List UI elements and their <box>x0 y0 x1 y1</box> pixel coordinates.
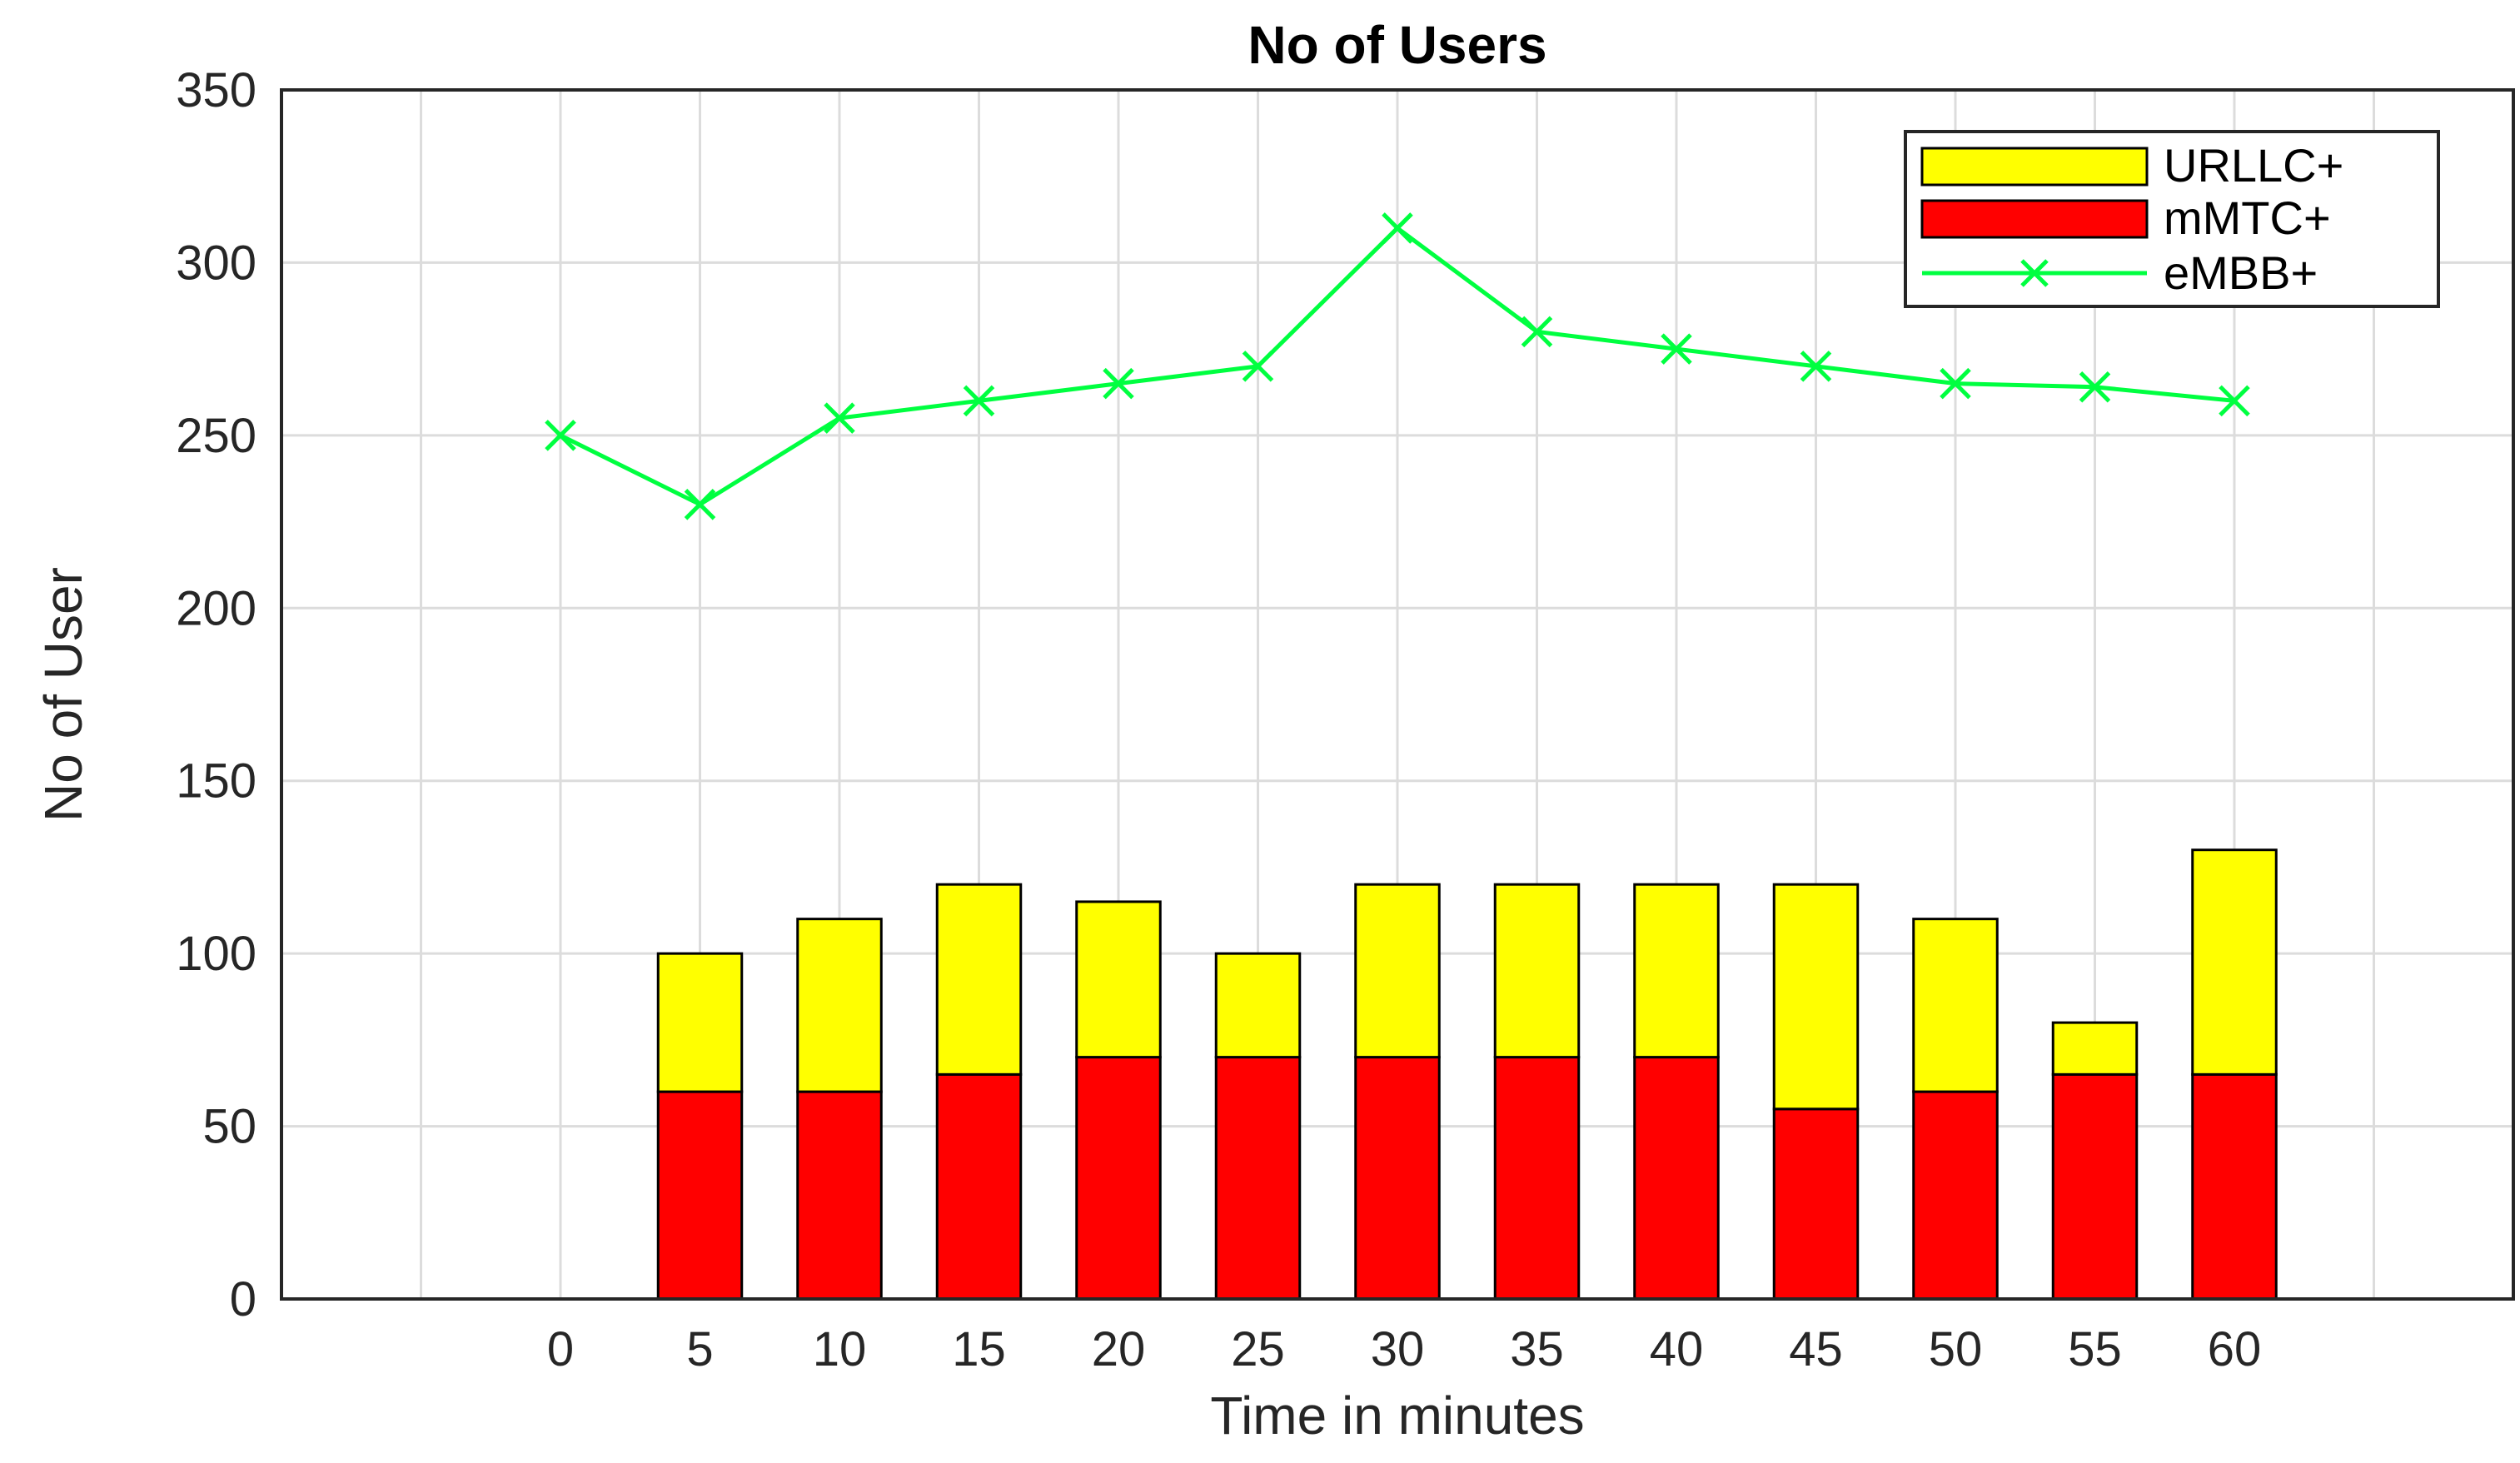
bar-urllc <box>1354 883 1441 1059</box>
bar-urllc <box>2051 1021 2139 1076</box>
bar-mmtc <box>1214 1056 1302 1301</box>
legend-label-mmtc: mMTC+ <box>2164 192 2331 244</box>
bars <box>656 848 2278 1301</box>
y-axis-label: No of User <box>33 567 93 822</box>
bar-mmtc <box>1493 1056 1581 1301</box>
x-tick-label: 35 <box>1510 1322 1564 1376</box>
point-marker-embb <box>824 402 855 434</box>
x-tick-label: 30 <box>1371 1322 1425 1376</box>
bar-urllc <box>656 952 744 1093</box>
bar-mmtc <box>1354 1056 1441 1301</box>
x-tick-label: 0 <box>547 1322 574 1376</box>
bar-urllc <box>2191 848 2278 1076</box>
legend: URLLC+ mMTC+ eMBB+ <box>1904 130 2440 308</box>
bar-mmtc <box>1075 1056 1162 1301</box>
x-tick-label: 45 <box>1789 1322 1843 1376</box>
y-tick-label: 150 <box>176 754 256 809</box>
legend-label-embb: eMBB+ <box>2164 246 2318 299</box>
y-tick-label: 0 <box>230 1272 256 1326</box>
x-tick-label: 10 <box>813 1322 867 1376</box>
bar-mmtc <box>935 1072 1023 1301</box>
bar-mmtc <box>1912 1090 1999 1301</box>
point-marker-embb <box>1521 316 1553 348</box>
y-tick-label: 100 <box>176 927 256 981</box>
bar-mmtc <box>796 1090 883 1301</box>
bar-mmtc <box>656 1090 744 1301</box>
point-marker-embb <box>684 489 716 520</box>
point-marker-embb <box>1800 351 1832 382</box>
bar-urllc <box>1214 952 1302 1059</box>
y-tick-label: 200 <box>176 581 256 635</box>
legend-label-urllc: URLLC+ <box>2164 139 2343 192</box>
x-tick-label: 60 <box>2208 1322 2262 1376</box>
bar-urllc <box>796 918 883 1093</box>
x-tick-labels: 0 5 10 15 20 25 30 35 40 45 50 55 60 <box>547 1322 2261 1376</box>
x-tick-label: 25 <box>1231 1322 1285 1376</box>
bar-urllc <box>935 883 1023 1076</box>
y-tick-label: 350 <box>176 63 256 117</box>
point-marker-embb <box>1242 351 1274 382</box>
line-series <box>545 212 2250 520</box>
point-marker-embb <box>545 420 576 451</box>
point-marker-embb <box>2219 385 2250 417</box>
bar-urllc <box>1772 883 1860 1111</box>
y-tick-labels: 0 50 100 150 200 250 300 350 <box>176 63 256 1326</box>
x-tick-label: 20 <box>1092 1322 1146 1376</box>
y-tick-label: 300 <box>176 236 256 290</box>
x-tick-label: 40 <box>1650 1322 1704 1376</box>
bar-mmtc <box>1633 1056 1720 1301</box>
bar-mmtc <box>2051 1072 2139 1301</box>
x-axis-label: Time in minutes <box>1210 1386 1584 1446</box>
bar-urllc <box>1493 883 1581 1059</box>
plot-area-frame <box>280 88 2515 1301</box>
point-marker-embb <box>1382 212 1413 244</box>
point-marker-embb <box>2079 371 2111 403</box>
bar-urllc <box>1633 883 1720 1059</box>
y-tick-label: 250 <box>176 409 256 463</box>
point-marker-embb <box>963 385 995 417</box>
chart-title: No of Users <box>1248 15 1546 75</box>
x-tick-label: 15 <box>952 1322 1006 1376</box>
legend-swatch-urllc <box>1920 147 2149 187</box>
x-tick-label: 55 <box>2068 1322 2122 1376</box>
point-marker-embb <box>1103 367 1134 400</box>
point-marker-embb <box>1940 367 1971 400</box>
x-tick-label: 50 <box>1929 1322 1983 1376</box>
bar-urllc <box>1912 918 1999 1093</box>
legend-marker-embb <box>2020 259 2049 287</box>
y-tick-label: 50 <box>202 1100 256 1154</box>
x-tick-label: 5 <box>686 1322 713 1376</box>
point-marker-embb <box>1661 333 1692 365</box>
bar-mmtc <box>1772 1107 1860 1301</box>
legend-swatch-mmtc <box>1920 199 2149 239</box>
bar-mmtc <box>2191 1072 2278 1301</box>
bar-urllc <box>1075 900 1162 1059</box>
